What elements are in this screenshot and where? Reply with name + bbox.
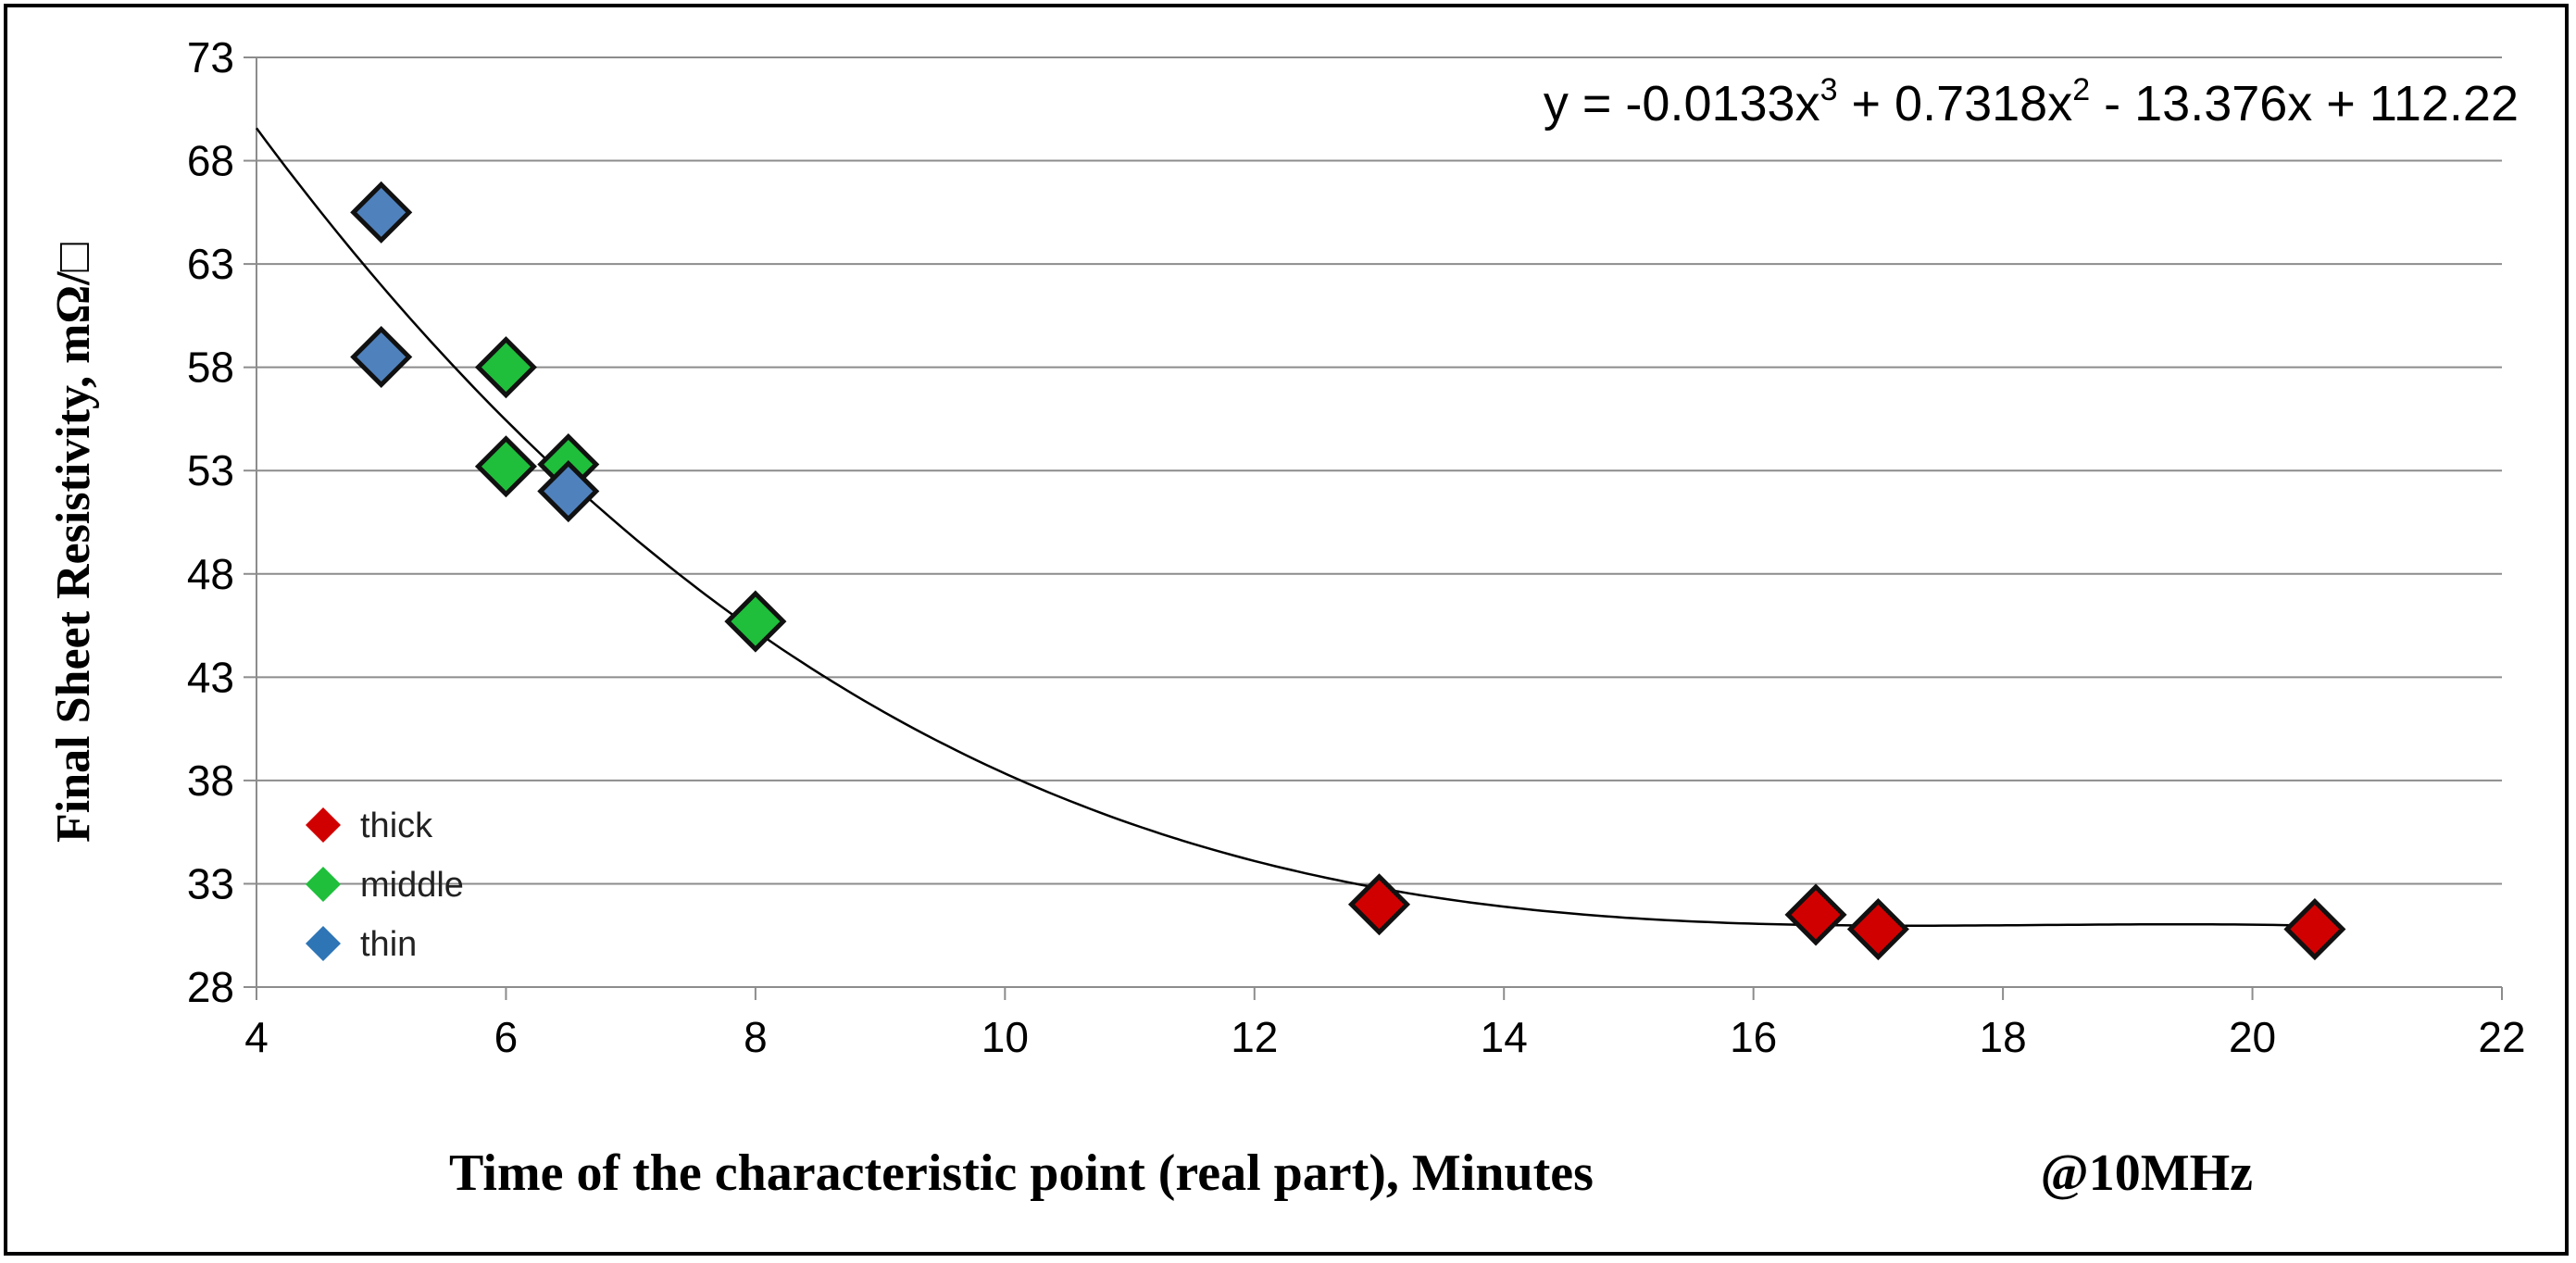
y-axis-title: Final Sheet Resistivity, mΩ/□ bbox=[47, 242, 100, 843]
data-point-thin bbox=[350, 325, 413, 389]
x-tick-label: 6 bbox=[494, 1013, 519, 1061]
x-tick-label: 22 bbox=[2478, 1013, 2525, 1061]
y-tick-label: 73 bbox=[187, 33, 234, 81]
data-point-middle bbox=[724, 590, 787, 653]
data-points bbox=[350, 181, 2346, 961]
figure-frame: 28 33 38 43 48 53 58 63 68 73 4 6 8 10 12 14 16 18 20 22 t… bbox=[4, 4, 2569, 1256]
data-point-middle bbox=[474, 336, 537, 399]
y-tick-label: 63 bbox=[187, 240, 234, 288]
x-axis-note: @10MHz bbox=[2041, 1144, 2253, 1202]
data-point-thick bbox=[1347, 873, 1411, 936]
x-tick-label: 14 bbox=[1481, 1013, 1528, 1061]
x-tick-label: 4 bbox=[244, 1013, 269, 1061]
data-point-thick bbox=[1784, 883, 1847, 946]
legend-marker-middle bbox=[306, 867, 341, 902]
grid-lines bbox=[244, 56, 2502, 988]
data-point-thick bbox=[2283, 897, 2346, 961]
y-tick-label: 58 bbox=[187, 344, 234, 392]
y-tick-label: 48 bbox=[187, 550, 234, 598]
x-tick-label: 12 bbox=[1231, 1013, 1278, 1061]
axes bbox=[256, 57, 2503, 1000]
x-tick-label: 10 bbox=[982, 1013, 1029, 1061]
x-tick-label: 16 bbox=[1730, 1013, 1777, 1061]
trendline-equation: y = -0.0133x3 + 0.7318x2 - 13.376x + 112… bbox=[1544, 72, 2519, 131]
legend-marker-thick bbox=[306, 807, 341, 843]
data-point-thick bbox=[1846, 897, 1909, 961]
x-axis-title: Time of the characteristic point (real p… bbox=[449, 1144, 1594, 1202]
y-tick-label: 68 bbox=[187, 137, 234, 185]
x-tick-label: 18 bbox=[1980, 1013, 2027, 1061]
y-tick-label: 28 bbox=[187, 963, 234, 1011]
legend: thick middle thin bbox=[306, 807, 464, 964]
legend-label-middle: middle bbox=[360, 866, 464, 905]
y-tick-label: 43 bbox=[187, 653, 234, 701]
y-tick-label: 33 bbox=[187, 859, 234, 907]
legend-marker-thin bbox=[306, 926, 341, 961]
data-point-middle bbox=[474, 435, 537, 498]
trendline bbox=[255, 127, 2315, 927]
y-tick-label: 53 bbox=[187, 446, 234, 494]
y-tick-label: 38 bbox=[187, 757, 234, 805]
y-tick-labels: 28 33 38 43 48 53 58 63 68 73 bbox=[187, 33, 234, 1011]
legend-label-thick: thick bbox=[360, 807, 433, 845]
x-tick-labels: 4 6 8 10 12 14 16 18 20 22 bbox=[244, 1013, 2525, 1061]
x-tick-label: 8 bbox=[744, 1013, 768, 1061]
legend-label-thin: thin bbox=[360, 925, 417, 964]
data-point-thin bbox=[350, 181, 413, 244]
data-point-thin bbox=[537, 459, 600, 523]
x-tick-label: 20 bbox=[2229, 1013, 2276, 1061]
